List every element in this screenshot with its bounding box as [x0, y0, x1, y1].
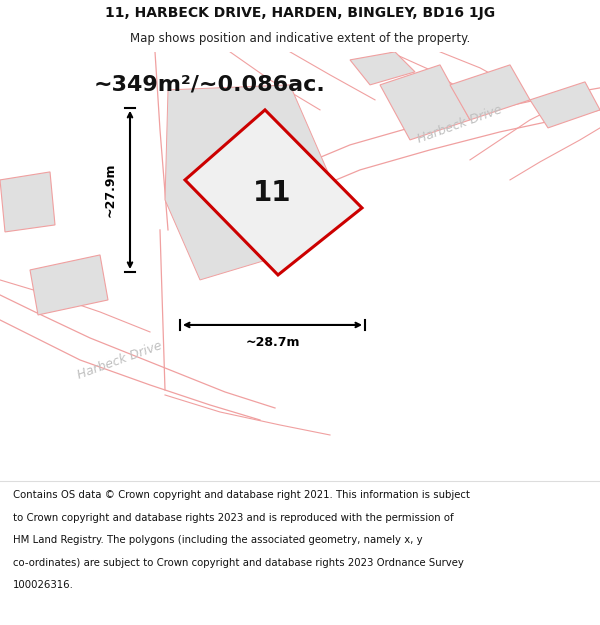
Text: ~27.9m: ~27.9m — [104, 162, 116, 217]
Text: Map shows position and indicative extent of the property.: Map shows position and indicative extent… — [130, 32, 470, 46]
Text: Contains OS data © Crown copyright and database right 2021. This information is : Contains OS data © Crown copyright and d… — [13, 490, 470, 500]
Text: Harbeck Drive: Harbeck Drive — [76, 339, 164, 381]
Text: Harbeck Drive: Harbeck Drive — [416, 104, 504, 146]
Text: 100026316.: 100026316. — [13, 580, 74, 590]
Text: 11: 11 — [253, 179, 292, 207]
Polygon shape — [350, 52, 415, 85]
Polygon shape — [450, 65, 530, 120]
Text: ~28.7m: ~28.7m — [245, 336, 300, 349]
Polygon shape — [30, 255, 108, 315]
Text: 11, HARBECK DRIVE, HARDEN, BINGLEY, BD16 1JG: 11, HARBECK DRIVE, HARDEN, BINGLEY, BD16… — [105, 6, 495, 20]
Polygon shape — [0, 172, 55, 232]
Polygon shape — [380, 65, 470, 140]
Text: co-ordinates) are subject to Crown copyright and database rights 2023 Ordnance S: co-ordinates) are subject to Crown copyr… — [13, 558, 464, 568]
Text: ~349m²/~0.086ac.: ~349m²/~0.086ac. — [94, 75, 326, 95]
Polygon shape — [530, 82, 600, 128]
Polygon shape — [165, 85, 340, 280]
Polygon shape — [185, 110, 362, 275]
Text: HM Land Registry. The polygons (including the associated geometry, namely x, y: HM Land Registry. The polygons (includin… — [13, 535, 423, 545]
Text: to Crown copyright and database rights 2023 and is reproduced with the permissio: to Crown copyright and database rights 2… — [13, 512, 454, 522]
